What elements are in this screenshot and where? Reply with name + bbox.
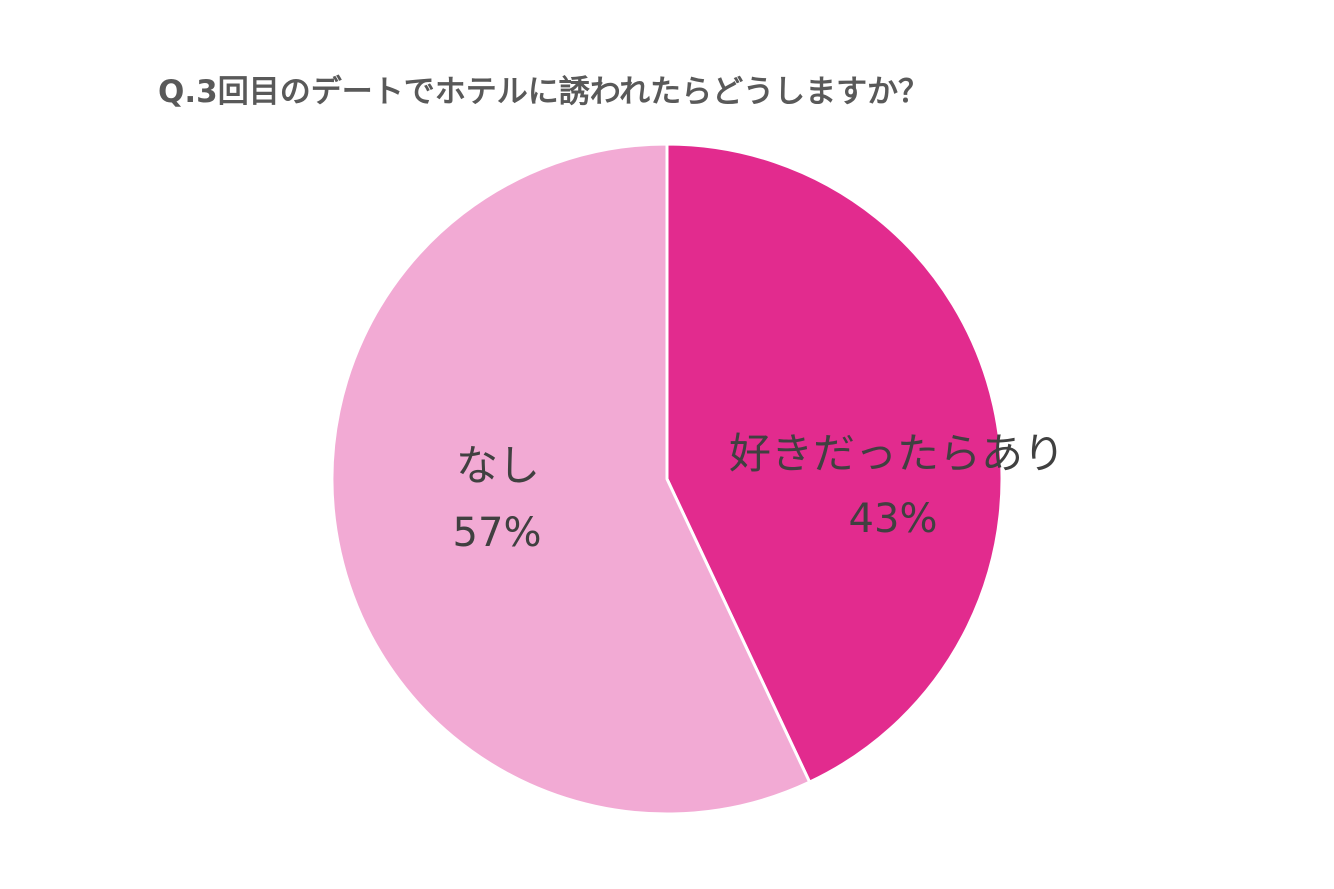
- pie-slices: [330, 142, 1004, 816]
- chart-title: Q.3回目のデートでホテルに誘われたらどうしますか？: [158, 74, 930, 110]
- slice-category-label: なし: [456, 441, 540, 490]
- slice-percent-label: 57%: [453, 510, 542, 556]
- slice-percent-label: 43%: [849, 496, 938, 542]
- pie-slice-2: [330, 142, 812, 816]
- pie-data-labels: 好きだったらあり 43% なし 57%: [453, 429, 1065, 556]
- slice-category-label: 好きだったらあり: [729, 429, 1065, 478]
- pie-slice-1: [665, 142, 1004, 784]
